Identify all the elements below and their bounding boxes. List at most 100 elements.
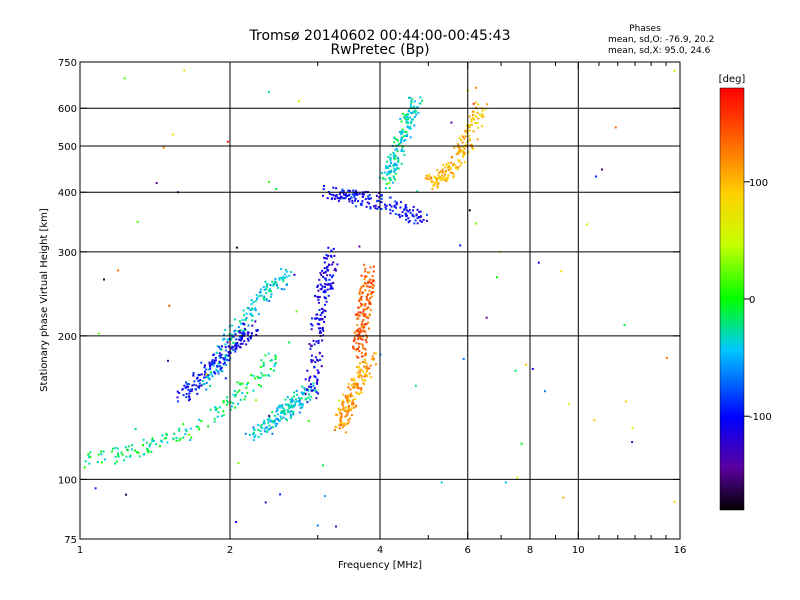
echo-point bbox=[189, 439, 192, 441]
echo-point bbox=[357, 393, 360, 396]
echo-point bbox=[285, 275, 288, 278]
echo-point bbox=[321, 328, 324, 330]
echo-point bbox=[346, 195, 349, 197]
echo-point bbox=[365, 276, 368, 278]
echo-point bbox=[201, 380, 204, 382]
echo-point bbox=[367, 299, 370, 302]
echo-point bbox=[229, 351, 232, 354]
echo-point bbox=[278, 278, 281, 281]
echo-point bbox=[358, 333, 361, 336]
echo-point bbox=[484, 108, 487, 111]
echo-point bbox=[185, 393, 188, 395]
echo-point bbox=[328, 193, 331, 195]
noise-point bbox=[136, 220, 139, 223]
echo-point bbox=[452, 175, 455, 178]
echo-point bbox=[304, 378, 307, 381]
echo-point bbox=[387, 155, 390, 158]
echo-point bbox=[263, 419, 266, 422]
echo-point bbox=[350, 409, 353, 412]
echo-point bbox=[276, 422, 279, 425]
colorbar-tick-label: 100 bbox=[749, 178, 768, 189]
echo-point bbox=[347, 398, 350, 401]
echo-point bbox=[342, 393, 345, 396]
echo-point bbox=[468, 139, 471, 142]
echo-point bbox=[301, 385, 304, 388]
echo-point bbox=[319, 271, 322, 274]
echo-point bbox=[368, 314, 371, 317]
echo-point bbox=[319, 359, 322, 361]
echo-point bbox=[233, 390, 236, 392]
noise-point bbox=[293, 273, 296, 276]
echo-point bbox=[125, 455, 128, 458]
echo-point bbox=[111, 450, 114, 453]
echo-point bbox=[385, 208, 388, 210]
echo-point bbox=[114, 462, 117, 465]
echo-point bbox=[289, 271, 292, 273]
echo-point bbox=[175, 439, 178, 442]
echo-point bbox=[364, 270, 366, 273]
echo-point bbox=[362, 193, 365, 196]
echo-point bbox=[316, 358, 318, 361]
echo-point bbox=[198, 382, 201, 385]
noise-point bbox=[524, 363, 527, 366]
echo-point bbox=[360, 295, 363, 298]
echo-point bbox=[264, 374, 267, 377]
echo-point bbox=[356, 313, 359, 316]
echo-point bbox=[266, 418, 269, 421]
echo-point bbox=[360, 374, 363, 377]
echo-point bbox=[346, 400, 349, 403]
echo-point bbox=[363, 313, 366, 316]
echo-point bbox=[366, 281, 369, 284]
echo-point bbox=[258, 291, 261, 294]
echo-point bbox=[189, 427, 192, 430]
echo-point bbox=[337, 197, 340, 200]
echo-point bbox=[450, 156, 453, 158]
echo-point bbox=[369, 207, 372, 210]
echo-point bbox=[388, 187, 391, 190]
echo-point bbox=[440, 170, 443, 172]
echo-point bbox=[277, 286, 279, 289]
echo-point bbox=[226, 396, 229, 399]
echo-point bbox=[463, 152, 466, 154]
echo-point bbox=[364, 339, 367, 341]
echo-point bbox=[366, 367, 368, 370]
echo-point bbox=[464, 135, 467, 138]
noise-point bbox=[235, 246, 238, 249]
echo-point bbox=[431, 188, 434, 191]
echo-point bbox=[316, 322, 319, 325]
echo-point bbox=[368, 302, 371, 305]
echo-point bbox=[442, 163, 445, 166]
echo-point bbox=[173, 432, 176, 435]
echo-point bbox=[225, 403, 228, 406]
echo-point bbox=[283, 273, 286, 276]
echo-point bbox=[310, 323, 313, 326]
echo-point bbox=[225, 364, 228, 366]
noise-point bbox=[450, 121, 453, 124]
echo-point bbox=[285, 268, 287, 271]
echo-point bbox=[312, 382, 315, 385]
echo-point bbox=[211, 360, 214, 363]
echo-point bbox=[414, 219, 417, 222]
echo-point bbox=[404, 117, 407, 120]
echo-point bbox=[148, 444, 151, 447]
echo-point bbox=[117, 452, 120, 455]
echo-point bbox=[388, 203, 391, 206]
echo-point bbox=[262, 364, 265, 366]
echo-point bbox=[177, 400, 179, 403]
echo-point bbox=[388, 170, 391, 173]
echo-point bbox=[349, 395, 352, 398]
axis-ticks: 1 2 4 6 8 10 16 75 100 200 300 400 500 600 750 bbox=[58, 58, 686, 556]
echo-point bbox=[346, 422, 349, 425]
echo-point bbox=[352, 345, 355, 348]
echo-point bbox=[459, 164, 462, 167]
echo-point bbox=[389, 164, 392, 167]
echo-point bbox=[321, 326, 324, 329]
echo-point bbox=[374, 204, 377, 207]
echo-point bbox=[206, 373, 209, 376]
echo-point bbox=[179, 437, 182, 440]
echo-point bbox=[89, 456, 92, 458]
echo-point bbox=[194, 388, 197, 390]
echo-point bbox=[131, 444, 134, 447]
echo-point bbox=[255, 294, 258, 297]
echo-point bbox=[362, 308, 365, 311]
